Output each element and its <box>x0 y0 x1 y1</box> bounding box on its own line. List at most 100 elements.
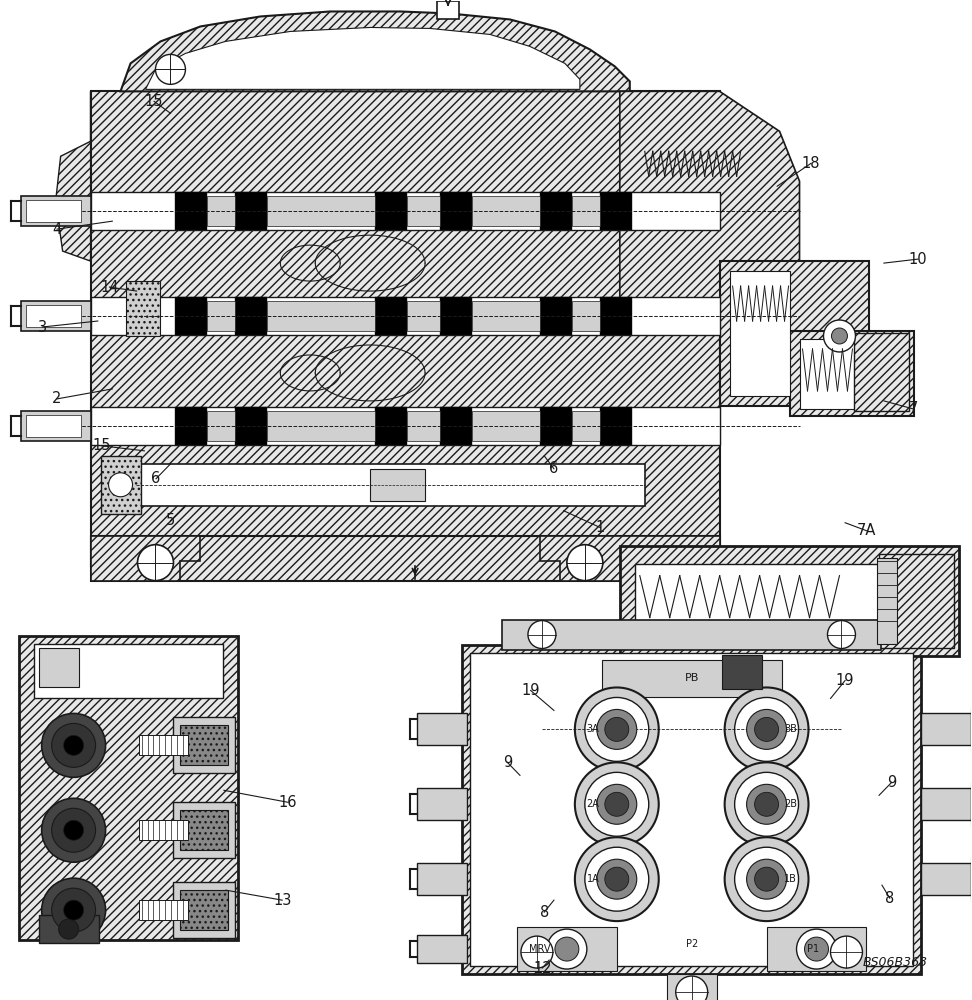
Bar <box>440 297 472 335</box>
Circle shape <box>528 621 556 649</box>
Bar <box>39 648 79 687</box>
Bar <box>719 261 869 406</box>
Text: P2: P2 <box>685 939 698 949</box>
Bar <box>235 407 267 445</box>
Polygon shape <box>620 91 800 321</box>
Circle shape <box>754 717 779 741</box>
Bar <box>437 1 459 19</box>
Bar <box>417 935 467 963</box>
Circle shape <box>725 837 809 921</box>
Circle shape <box>52 808 95 852</box>
Circle shape <box>52 888 95 932</box>
Text: 1B: 1B <box>784 874 797 884</box>
Bar <box>417 788 467 820</box>
Bar <box>176 192 207 230</box>
Circle shape <box>830 936 862 968</box>
Circle shape <box>754 792 779 816</box>
Circle shape <box>52 723 95 767</box>
Circle shape <box>725 687 809 771</box>
Bar <box>20 301 90 331</box>
Bar <box>635 564 885 638</box>
Bar <box>90 91 719 566</box>
Text: 12: 12 <box>533 961 551 976</box>
Polygon shape <box>55 91 90 261</box>
Bar <box>139 735 189 755</box>
Bar <box>267 196 375 226</box>
Circle shape <box>585 697 648 761</box>
Bar <box>721 655 762 689</box>
Circle shape <box>567 545 603 581</box>
Text: 7A: 7A <box>856 523 876 538</box>
Bar <box>235 192 267 230</box>
Bar <box>440 407 472 445</box>
Bar <box>572 301 600 331</box>
Bar <box>375 407 407 445</box>
Bar <box>173 802 235 858</box>
Text: 13: 13 <box>273 893 292 908</box>
Bar <box>207 411 235 441</box>
Bar <box>139 820 189 840</box>
Circle shape <box>725 762 809 846</box>
Circle shape <box>735 697 799 761</box>
Circle shape <box>746 709 786 749</box>
Circle shape <box>574 837 659 921</box>
Bar <box>854 333 910 411</box>
Bar <box>20 196 90 226</box>
Circle shape <box>735 772 799 836</box>
Bar <box>407 196 440 226</box>
Bar <box>100 456 141 514</box>
Bar <box>135 464 644 506</box>
Circle shape <box>754 867 779 891</box>
Text: BS06B363: BS06B363 <box>863 956 928 969</box>
Bar <box>25 200 81 222</box>
Bar <box>789 331 915 416</box>
Circle shape <box>58 919 79 939</box>
Text: 18: 18 <box>802 156 820 171</box>
Circle shape <box>597 709 637 749</box>
Bar <box>207 301 235 331</box>
Bar <box>417 713 467 745</box>
Text: 6: 6 <box>549 461 559 476</box>
Circle shape <box>831 328 848 344</box>
Text: 19: 19 <box>836 673 854 688</box>
Polygon shape <box>121 11 630 91</box>
Bar <box>539 407 572 445</box>
Bar <box>921 863 971 895</box>
Text: MRV: MRV <box>529 944 551 954</box>
Circle shape <box>63 735 84 755</box>
Text: 9: 9 <box>887 775 896 790</box>
Circle shape <box>42 713 106 777</box>
Polygon shape <box>539 536 719 581</box>
Bar <box>173 882 235 938</box>
Bar <box>370 469 425 501</box>
Bar <box>375 192 407 230</box>
Text: 7: 7 <box>909 401 918 416</box>
Bar <box>472 301 539 331</box>
Circle shape <box>585 847 648 911</box>
Bar <box>173 717 235 773</box>
Text: 15: 15 <box>145 94 163 109</box>
Bar <box>25 305 81 327</box>
Text: 15: 15 <box>92 438 111 453</box>
Bar <box>90 192 719 230</box>
Bar <box>18 636 238 940</box>
Text: 9: 9 <box>503 755 512 770</box>
Text: 4: 4 <box>52 222 61 237</box>
Circle shape <box>574 762 659 846</box>
Bar <box>125 281 160 336</box>
Bar <box>539 192 572 230</box>
Bar <box>620 546 959 656</box>
Bar <box>800 339 859 409</box>
Text: 19: 19 <box>521 683 539 698</box>
Circle shape <box>63 820 84 840</box>
Circle shape <box>63 900 84 920</box>
Circle shape <box>605 717 629 741</box>
Text: 3A: 3A <box>586 724 599 734</box>
Text: PB: PB <box>684 673 699 683</box>
Bar <box>407 301 440 331</box>
Circle shape <box>823 320 855 352</box>
Circle shape <box>735 847 799 911</box>
Bar <box>139 900 189 920</box>
Bar <box>207 196 235 226</box>
Bar <box>39 915 98 943</box>
